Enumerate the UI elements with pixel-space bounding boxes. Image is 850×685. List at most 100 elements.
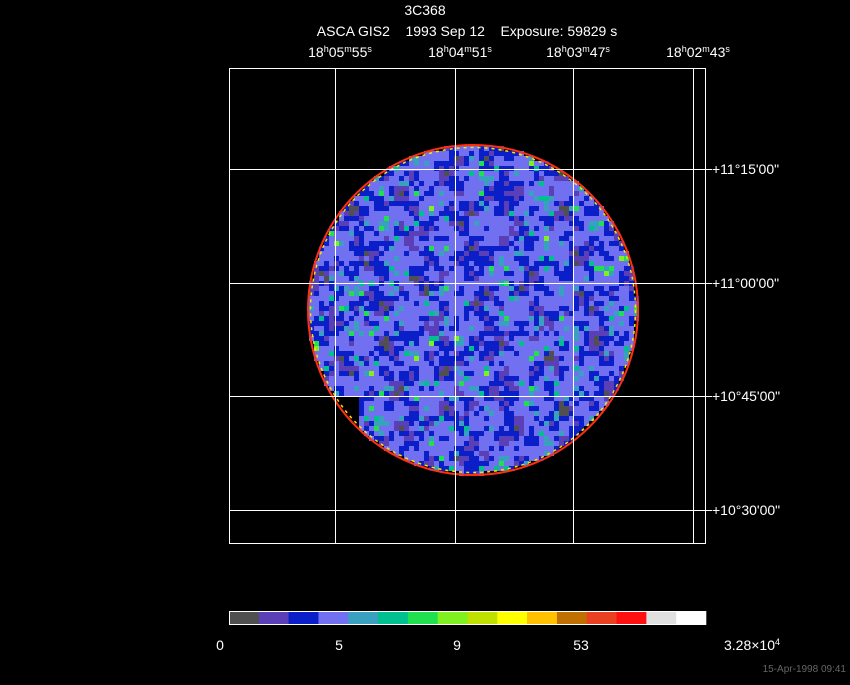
pixel	[404, 386, 409, 391]
pixel	[389, 241, 394, 246]
pixel	[574, 181, 579, 186]
pixel	[414, 236, 419, 241]
pixel	[354, 196, 359, 201]
pixel	[519, 341, 524, 346]
pixel	[399, 181, 404, 186]
pixel	[419, 196, 424, 201]
pixel	[584, 231, 589, 236]
pixel	[314, 276, 319, 281]
pixel	[549, 311, 554, 316]
pixel	[509, 441, 514, 446]
pixel	[349, 266, 354, 271]
pixel	[629, 331, 634, 336]
pixel	[414, 171, 419, 176]
pixel	[369, 431, 374, 436]
pixel	[374, 186, 379, 191]
pixel	[444, 146, 449, 151]
pixel	[564, 401, 569, 406]
pixel	[449, 451, 454, 456]
pixel	[499, 206, 504, 211]
pixel	[459, 331, 464, 336]
pixel	[489, 316, 494, 321]
pixel	[504, 376, 509, 381]
pixel	[334, 266, 339, 271]
pixel	[459, 186, 464, 191]
pixel	[559, 311, 564, 316]
pixel	[384, 421, 389, 426]
pixel	[394, 186, 399, 191]
pixel	[484, 406, 489, 411]
pixel	[324, 241, 329, 246]
pixel	[529, 346, 534, 351]
pixel	[414, 256, 419, 261]
pixel	[489, 376, 494, 381]
pixel	[539, 286, 544, 291]
pixel	[624, 311, 629, 316]
pixel	[479, 176, 484, 181]
pixel	[414, 441, 419, 446]
pixel	[499, 446, 504, 451]
label-part: s	[487, 44, 492, 54]
pixel	[569, 341, 574, 346]
pixel	[564, 211, 569, 216]
pixel	[444, 261, 449, 266]
pixel	[339, 236, 344, 241]
pixel	[314, 306, 319, 311]
pixel	[329, 261, 334, 266]
pixel	[479, 451, 484, 456]
pixel	[514, 316, 519, 321]
pixel	[514, 326, 519, 331]
pixel	[514, 366, 519, 371]
pixel	[399, 226, 404, 231]
pixel	[454, 441, 459, 446]
pixel	[574, 291, 579, 296]
pixel	[334, 331, 339, 336]
pixel	[469, 201, 474, 206]
pixel	[629, 301, 634, 306]
pixel	[509, 186, 514, 191]
pixel	[424, 346, 429, 351]
pixel	[599, 401, 604, 406]
pixel	[384, 401, 389, 406]
pixel	[509, 326, 514, 331]
pixel	[469, 291, 474, 296]
pixel	[429, 166, 434, 171]
pixel	[424, 236, 429, 241]
pixel	[399, 431, 404, 436]
pixel	[424, 151, 429, 156]
pixel	[389, 396, 394, 401]
pixel	[389, 236, 394, 241]
pixel	[494, 301, 499, 306]
pixel	[459, 386, 464, 391]
pixel	[449, 431, 454, 436]
pixel	[339, 386, 344, 391]
pixel	[484, 356, 489, 361]
pixel	[529, 216, 534, 221]
pixel	[464, 401, 469, 406]
pixel	[549, 416, 554, 421]
pixel	[369, 326, 374, 331]
pixel	[534, 181, 539, 186]
pixel	[414, 391, 419, 396]
pixel	[434, 266, 439, 271]
pixel	[564, 261, 569, 266]
pixel	[524, 176, 529, 181]
pixel	[499, 461, 504, 466]
pixel	[424, 296, 429, 301]
pixel	[549, 296, 554, 301]
pixel	[479, 336, 484, 341]
pixel	[339, 301, 344, 306]
pixel	[569, 191, 574, 196]
pixel	[594, 206, 599, 211]
pixel	[529, 431, 534, 436]
pixel	[559, 171, 564, 176]
pixel	[614, 386, 619, 391]
pixel	[429, 226, 434, 231]
pixel	[519, 346, 524, 351]
pixel	[334, 236, 339, 241]
pixel	[589, 246, 594, 251]
pixel	[484, 206, 489, 211]
pixel	[324, 306, 329, 311]
pixel	[379, 196, 384, 201]
pixel	[549, 451, 554, 456]
